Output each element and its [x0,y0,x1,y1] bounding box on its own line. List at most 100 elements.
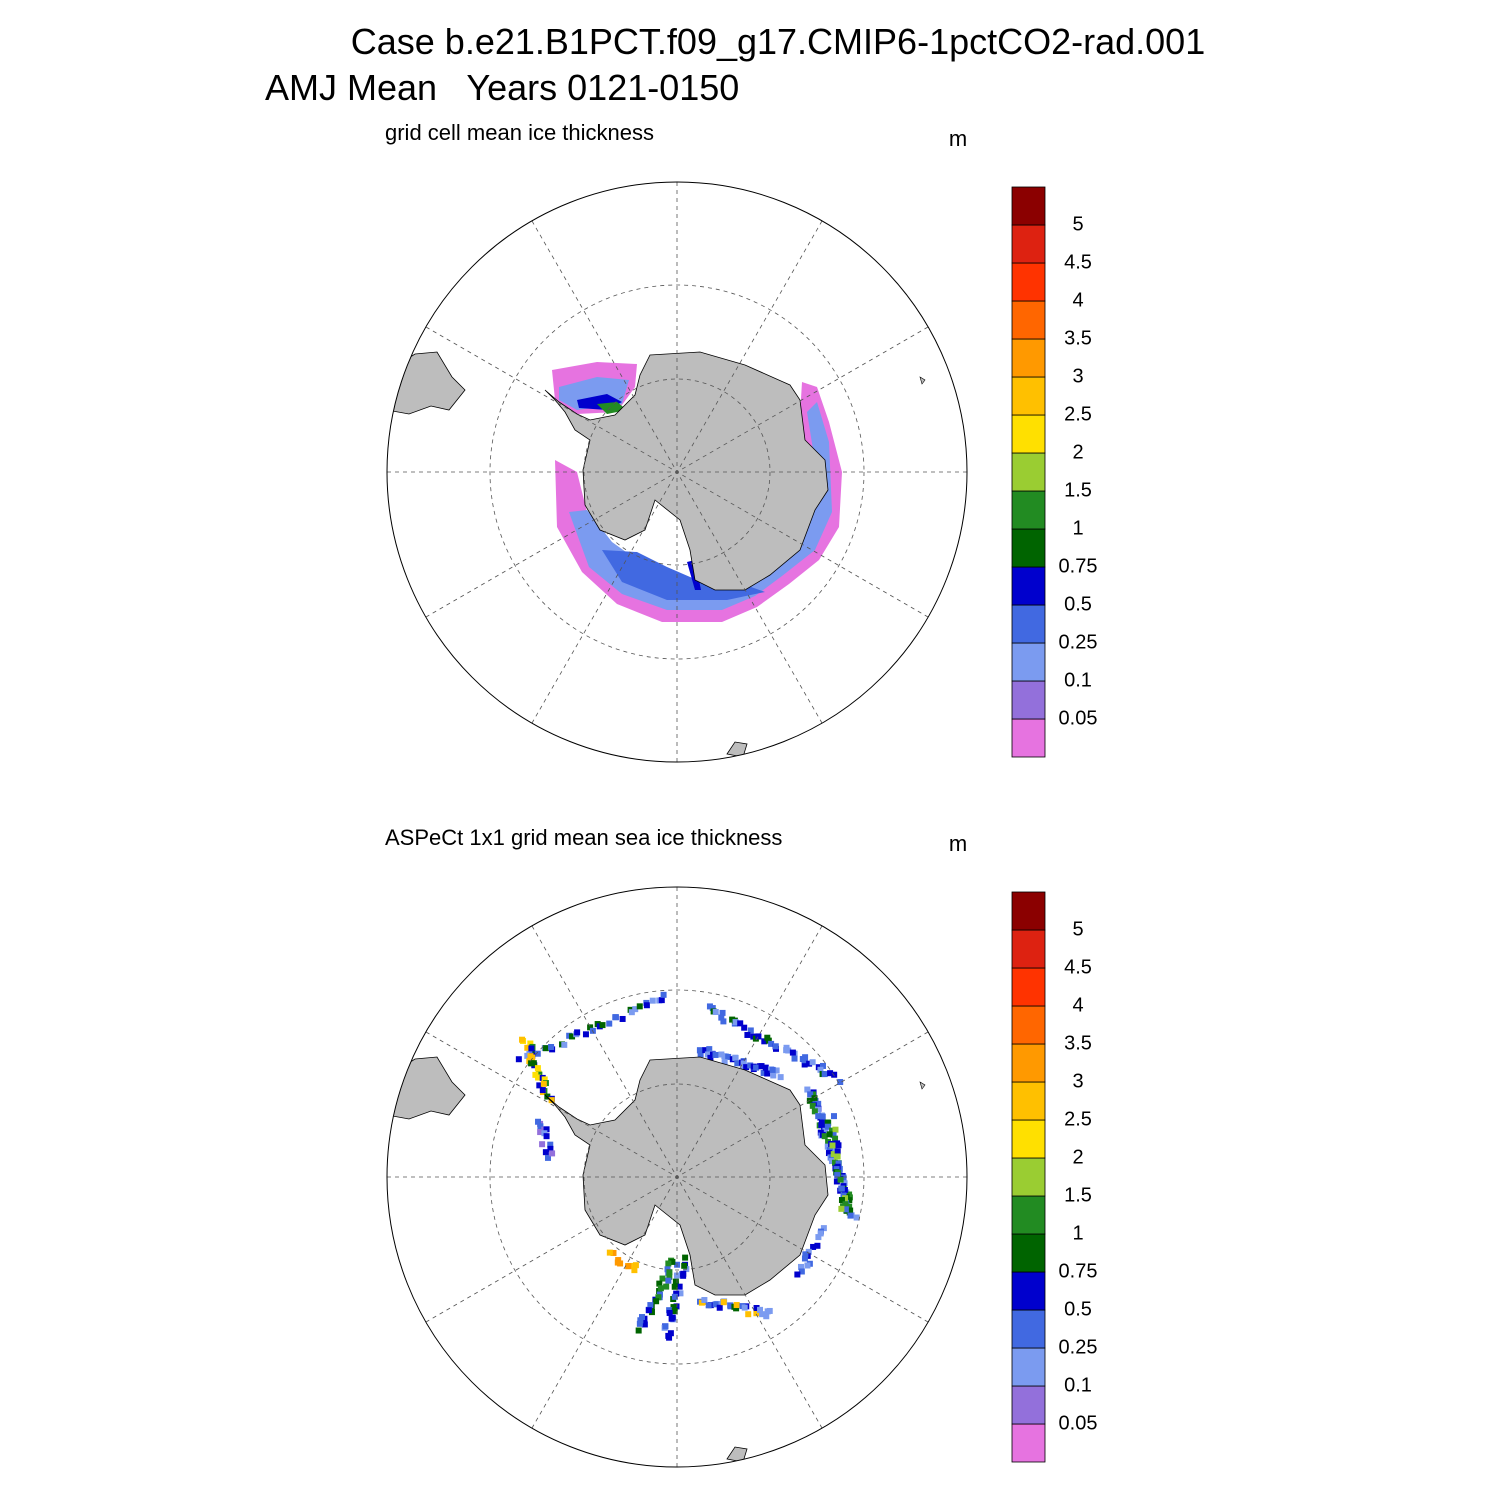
obs-cell [712,1051,719,1058]
obs-cell [669,1258,676,1265]
obs-cell [760,1069,767,1076]
obs-cell [753,1305,760,1312]
obs-cell [838,1185,845,1192]
obs-cell [820,1225,827,1232]
obs-cell [637,1317,644,1324]
obs-cell [707,1054,714,1061]
obs-cell [670,1304,677,1311]
obs-cell [838,1197,845,1204]
obs-cell [817,1230,824,1237]
obs-cell [841,1186,848,1193]
colorbar-label: 0.75 [1059,555,1098,577]
panel-labels: grid cell mean ice thickness m 0.05 0.1 0.25… [385,120,1098,1463]
obs-cell [757,1306,764,1313]
obs-cell [582,1031,589,1038]
obs-cell [721,1059,728,1066]
obs-cell [659,1275,666,1282]
colorbar-box [1011,642,1046,682]
colorbar-box [1011,1157,1046,1197]
obs-cell [830,1113,837,1120]
obs-cell [721,1053,728,1060]
obs-cell [656,1280,663,1287]
obs-cell [643,1002,650,1009]
obs-cell [734,1060,741,1067]
obs-cell [794,1271,801,1278]
obs-cell [806,1097,813,1104]
obs-cell [842,1195,849,1202]
obs-cell [660,991,667,998]
obs-cell [548,1097,555,1104]
title-line-1: Case b.e21.B1PCT.f09_g17.CMIP6-1pctCO2-r… [351,21,1205,62]
obs-cell [612,1014,619,1021]
obs-cell [683,1266,690,1273]
obs-cell [761,1038,768,1045]
obs-cell [632,1006,639,1013]
obs-cell [662,1323,669,1330]
colorbar-box [1011,338,1046,378]
obs-cell [732,1019,739,1026]
obs-cell [801,1061,808,1068]
obs-cell [653,1298,660,1305]
obs-cell [527,1040,534,1047]
obs-cell [704,1051,711,1058]
obs-cell [673,1303,680,1310]
obs-cell [762,1064,769,1071]
obs-cell [747,1062,754,1069]
colorbar-label: 2 [1072,1146,1083,1168]
obs-cell [628,1009,635,1016]
obs-cell [815,1234,822,1241]
colorbar-box [1011,452,1046,492]
colorbar-label: 0.05 [1059,1412,1098,1434]
obs-cell [737,1020,744,1027]
obs-cell [744,1031,751,1038]
obs-cell [657,1285,664,1292]
obs-cell [753,1064,760,1071]
colorbar-label: 3 [1072,365,1083,387]
obs-cell [835,1142,842,1149]
colorbar-label: 5 [1072,213,1083,235]
colorbar-box [1011,1309,1046,1349]
obs-cell [632,1262,639,1269]
obs-cell [804,1086,811,1093]
obs-cell [815,1113,822,1120]
obs-cell [677,1290,684,1297]
obs-cell [825,1138,832,1145]
obs-cell [740,1060,747,1067]
obs-cell [814,1106,821,1113]
colorbar-box [1011,376,1046,416]
obs-cell [814,1242,821,1249]
colorbar-label: 5 [1072,918,1083,940]
obs-cell [817,1066,824,1073]
obs-cell [606,1249,613,1256]
colorbar-label: 3 [1072,1070,1083,1092]
obs-cell [768,1040,775,1047]
obs-cell [826,1131,833,1138]
obs-cell [807,1091,814,1098]
obs-cell [798,1268,805,1275]
colorbar-label: 2 [1072,441,1083,463]
obs-cell [809,1102,816,1109]
colorbar-box [1011,891,1046,931]
obs-cell [846,1197,853,1204]
obs-cell [542,1045,549,1052]
colorbar-box [1011,186,1046,226]
obs-cell [663,1283,670,1290]
obs-cell [636,1003,643,1010]
obs-cell [819,1062,826,1069]
obs-cell [821,1133,828,1140]
obs-cell [847,1207,854,1214]
obs-cell [543,1126,550,1133]
obs-cell [853,1214,860,1221]
obs-cell [777,1074,784,1081]
obs-cell [671,1283,678,1290]
obs-cell [821,1071,828,1078]
obs-cell [625,1263,632,1270]
obs-cell [712,1008,719,1015]
obs-cell [801,1255,808,1262]
obs-cell [574,1029,581,1036]
colorbar-box [1011,604,1046,644]
obs-cell [834,1172,841,1179]
colorbar-label: 0.25 [1059,1336,1098,1358]
